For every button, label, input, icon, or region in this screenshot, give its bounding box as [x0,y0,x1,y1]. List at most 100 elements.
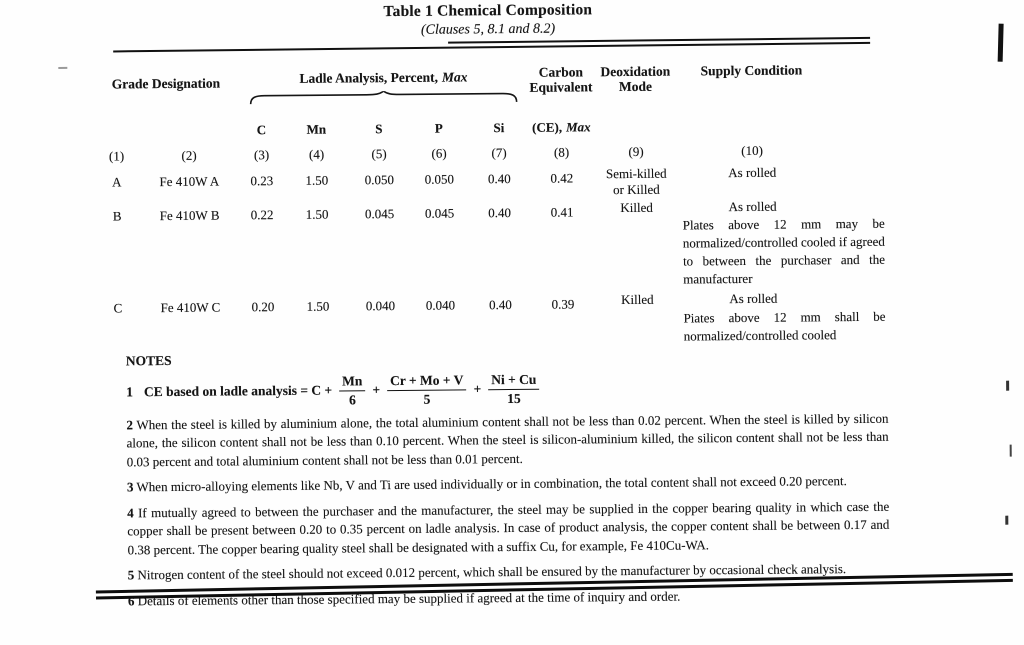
designation-cell: Fe 410W B [159,207,220,223]
note-number: 2 [126,417,134,433]
supply-main-text: As rolled [729,291,778,307]
table-row-grade-b: B Fe 410W B 0.22 1.50 0.045 0.045 0.40 0… [95,196,886,294]
supply-condition-cell: As rolled Plates above 12 mm may be norm… [678,196,885,289]
carbon-value: 0.20 [251,299,275,315]
scan-artifact [1005,515,1009,525]
deoxidation-mode-cell: Killed [595,291,679,346]
plus-sign: + [372,382,381,398]
deoxidation-mode-header: Deoxidation Mode [593,61,677,114]
note-1-formula: 1 CE based on ladle analysis = C + Mn 6 +… [126,369,888,410]
grade-designation-header: Grade Designation [111,75,221,92]
carbon-equivalent-header: Carbon Equivalent [528,61,593,114]
overbrace-icon [249,89,518,105]
silicon-value: 0.40 [488,204,512,220]
deoxidation-mode-line1: Deoxidation [600,63,671,80]
ce-sub-text: (CE), [532,119,563,135]
column-number-10: (10) [741,142,763,158]
fraction-numerator: Ni + Cu [488,371,540,390]
fraction-denominator: 15 [507,390,521,406]
grade-cell: A [112,174,122,190]
formula-lead-text: CE based on ladle analysis = C + [143,382,333,400]
scan-artifact [58,66,68,69]
notes-section: NOTES 1 CE based on ladle analysis = C +… [126,347,890,611]
note-number: 3 [126,479,134,495]
ladle-analysis-label: Ladle Analysis, Percent, Max [238,69,528,87]
deoxidation-mode-cell: Semi-killed or Killed [594,165,678,199]
manganese-value: 1.50 [305,172,329,188]
ladle-analysis-group-header: Ladle Analysis, Percent, Max [238,62,528,117]
note-number: 4 [127,505,134,521]
scan-artifact [1009,444,1012,457]
column-number-6: (6) [431,145,447,161]
table-header-row: Grade Designation Ladle Analysis, Percen… [93,59,883,118]
deoxidation-mode-cell: Killed [594,198,679,290]
carbon-value: 0.23 [250,173,274,189]
column-number-5: (5) [371,146,387,162]
ladle-analysis-max-text: Max [441,69,468,85]
spacer-cell [594,113,678,142]
carbon-equivalent-value: 0.41 [550,203,574,220]
silicon-value: 0.40 [487,171,511,187]
note-4: 4 If mutually agreed to between the purc… [127,498,889,560]
note-text: If mutually agreed to between the purcha… [127,498,890,558]
sulphur-value: 0.050 [364,172,395,188]
manganese-value: 1.50 [305,206,329,222]
element-column-mn: Mn [306,121,327,137]
plus-sign: + [473,381,482,397]
column-number-7: (7) [491,145,507,161]
column-number-2: (2) [181,147,197,163]
notes-heading: NOTES [125,352,172,369]
fraction-numerator: Cr + Mo + V [387,372,467,391]
note-3: 3 When micro-alloying elements like Nb, … [127,472,889,497]
chemical-composition-table: Grade Designation Ladle Analysis, Percen… [93,59,886,351]
element-column-s: S [375,121,383,137]
phosphorus-value: 0.050 [424,171,454,187]
ce-sub-max-text: Max [565,119,591,135]
column-number-4: (4) [308,146,325,162]
fraction-nicu-over-15: Ni + Cu 15 [488,371,540,406]
ladle-analysis-text: Ladle Analysis, Percent, [299,69,438,86]
note-number: 5 [127,567,135,583]
element-column-p: P [434,120,443,136]
supply-main-text: As rolled [728,198,777,214]
supply-condition-cell: As rolled [678,163,884,198]
column-number-3: (3) [253,147,270,163]
deoxidation-text: Killed [620,199,653,215]
element-column-c: C [256,122,267,138]
phosphorus-value: 0.040 [425,297,456,314]
fraction-denominator: 5 [423,391,431,407]
supply-condition-header: Supply Condition [700,62,803,79]
note-text: When the steel is killed by aluminium al… [126,410,889,470]
supply-extra-text: Piates above 12 mm shall be normalized/c… [683,308,886,344]
supply-condition-cell: As rolled Piates above 12 mm shall be no… [679,289,885,345]
grade-cell: B [112,207,122,223]
note-2: 2 When the steel is killed by aluminium … [126,410,888,472]
element-column-si: Si [493,120,505,136]
sulphur-value: 0.040 [365,298,396,314]
carbon-equivalent-line2: Equivalent [529,79,593,95]
designation-cell: Fe 410W A [159,173,220,190]
deoxidation-text: Killed [621,292,654,308]
column-number-8: (8) [553,144,570,160]
title-block: Table 1 Chemical Composition (Clauses 5,… [0,0,978,42]
spacer-cell [678,111,884,141]
ce-max-subheader: (CE), Max [529,113,594,142]
column-number-1: (1) [108,148,125,164]
table-top-rule [113,36,871,53]
sulphur-value: 0.045 [364,205,395,221]
column-number-9: (9) [628,143,644,159]
manganese-value: 1.50 [306,299,330,315]
table-row-grade-c: C Fe 410W C 0.20 1.50 0.040 0.040 0.40 0… [95,289,886,350]
fraction-denominator: 6 [348,391,356,407]
grade-cell: C [113,300,123,316]
carbon-equivalent-value: 0.39 [551,296,575,313]
note-number: 1 [126,384,133,400]
supply-extra-text: Plates above 12 mm may be normalized/con… [682,215,886,287]
spacer-cell [94,116,239,145]
fraction-mn-over-6: Mn 6 [339,373,366,407]
note-text: When micro-alloying elements like Nb, V … [136,473,847,495]
carbon-equivalent-value: 0.42 [550,170,574,186]
